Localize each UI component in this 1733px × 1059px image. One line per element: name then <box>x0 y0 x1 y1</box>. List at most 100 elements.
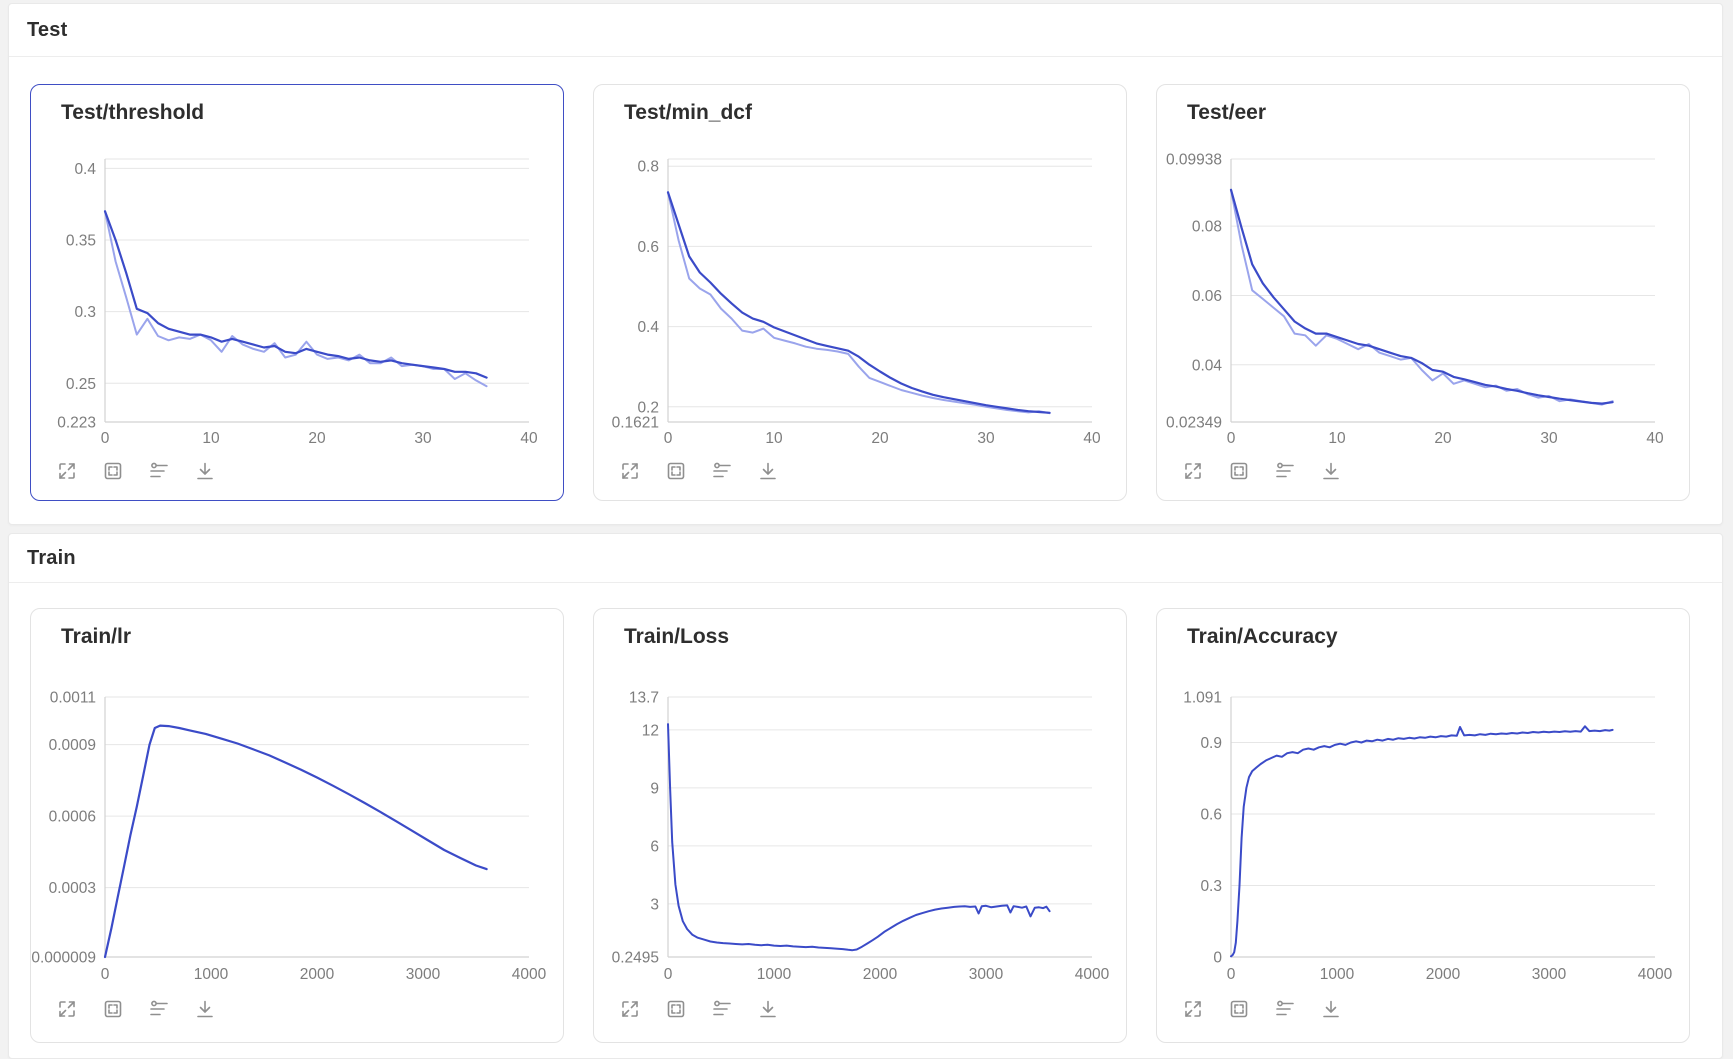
chart-canvas[interactable]: 0.4 0.35 0.3 0.25 0.223 0 10 20 30 40 <box>31 85 565 502</box>
svg-text:1000: 1000 <box>757 966 792 983</box>
download-icon[interactable] <box>1319 997 1343 1021</box>
svg-text:0.25: 0.25 <box>66 376 96 393</box>
svg-text:12: 12 <box>642 722 659 739</box>
chart-canvas[interactable]: 0.09938 0.08 0.06 0.04 0.02349 0 10 20 30 40 <box>1157 85 1691 502</box>
card-train-accuracy[interactable]: Train/Accuracy 1.091 0.9 0.6 0.3 0 0 1000 2000 3… <box>1156 608 1690 1043</box>
smoothing-icon[interactable] <box>1273 997 1297 1021</box>
chart-toolbar <box>55 459 217 483</box>
svg-text:0.35: 0.35 <box>66 232 96 249</box>
svg-text:0.06: 0.06 <box>1192 288 1222 305</box>
svg-text:0: 0 <box>1213 950 1222 967</box>
chart-canvas[interactable]: 1.091 0.9 0.6 0.3 00 1000 2000 3000 4000 <box>1157 609 1691 1044</box>
card-train-loss[interactable]: Train/Loss 13.7 12 9 6 3 0.2495 0 1000 2000 3000 4… <box>593 608 1127 1043</box>
svg-text:3000: 3000 <box>1532 966 1567 983</box>
select-all-icon[interactable] <box>101 459 125 483</box>
svg-text:20: 20 <box>871 430 889 447</box>
svg-text:0: 0 <box>1227 430 1236 447</box>
svg-text:0.9: 0.9 <box>1200 735 1222 752</box>
smoothing-icon[interactable] <box>1273 459 1297 483</box>
svg-text:40: 40 <box>1083 430 1101 447</box>
expand-icon[interactable] <box>55 459 79 483</box>
chart-title: Test/eer <box>1187 101 1266 124</box>
svg-text:4000: 4000 <box>1075 966 1110 983</box>
chart-toolbar <box>1181 997 1343 1021</box>
svg-text:2000: 2000 <box>863 966 898 983</box>
svg-text:9: 9 <box>650 780 659 797</box>
select-all-icon[interactable] <box>664 997 688 1021</box>
download-icon[interactable] <box>756 997 780 1021</box>
chart-toolbar <box>618 997 780 1021</box>
card-test-min-dcf[interactable]: Test/min_dcf 0.8 0.6 0.4 0.2 0.1621 0 10 20 30 40 <box>593 84 1127 501</box>
svg-text:0.09938: 0.09938 <box>1166 152 1222 169</box>
download-icon[interactable] <box>193 459 217 483</box>
section-title-test: Test <box>9 4 1722 57</box>
expand-icon[interactable] <box>618 459 642 483</box>
svg-text:10: 10 <box>1328 430 1346 447</box>
expand-icon[interactable] <box>618 997 642 1021</box>
card-train-lr[interactable]: Train/lr 0.0011 0.0009 0.0006 0.0003 0.00000… <box>30 608 564 1043</box>
expand-icon[interactable] <box>1181 997 1205 1021</box>
chart-canvas[interactable]: 0.0011 0.0009 0.0006 0.0003 0.000009 0 1000 200… <box>31 609 565 1044</box>
train-cards-row: Train/lr 0.0011 0.0009 0.0006 0.0003 0.00000… <box>30 608 1690 1043</box>
svg-text:4000: 4000 <box>512 966 547 983</box>
select-all-icon[interactable] <box>1227 997 1251 1021</box>
download-icon[interactable] <box>1319 459 1343 483</box>
card-test-threshold[interactable]: Test/threshold 0.4 0.35 0.3 0.25 0.223 0 10 20 3… <box>30 84 564 501</box>
smoothing-icon[interactable] <box>147 997 171 1021</box>
svg-text:0.4: 0.4 <box>637 319 659 336</box>
svg-text:0: 0 <box>101 966 110 983</box>
svg-text:1000: 1000 <box>1320 966 1355 983</box>
svg-text:0.0006: 0.0006 <box>49 809 96 826</box>
svg-text:0.04: 0.04 <box>1192 357 1223 374</box>
svg-text:40: 40 <box>520 430 538 447</box>
chart-title: Test/min_dcf <box>624 101 752 124</box>
download-icon[interactable] <box>193 997 217 1021</box>
expand-icon[interactable] <box>1181 459 1205 483</box>
svg-text:0: 0 <box>1227 966 1236 983</box>
svg-text:1000: 1000 <box>194 966 229 983</box>
svg-text:0.4: 0.4 <box>74 161 96 178</box>
svg-text:0.6: 0.6 <box>637 239 659 256</box>
svg-text:0: 0 <box>664 966 673 983</box>
smoothing-icon[interactable] <box>710 997 734 1021</box>
svg-text:2000: 2000 <box>300 966 335 983</box>
section-train: Train Train/lr 0.0011 0.0009 0.0006 0.0003 0… <box>8 533 1723 1059</box>
test-cards-row: Test/threshold 0.4 0.35 0.3 0.25 0.223 0 10 20 3… <box>30 84 1690 501</box>
svg-text:2000: 2000 <box>1426 966 1461 983</box>
svg-text:3000: 3000 <box>406 966 441 983</box>
svg-text:40: 40 <box>1646 430 1664 447</box>
smoothing-icon[interactable] <box>147 459 171 483</box>
chart-toolbar <box>618 459 780 483</box>
svg-text:0.0009: 0.0009 <box>49 737 96 754</box>
select-all-icon[interactable] <box>101 997 125 1021</box>
svg-text:0: 0 <box>664 430 673 447</box>
card-test-eer[interactable]: Test/eer 0.09938 0.08 0.06 0.04 0.02349 0 10 20… <box>1156 84 1690 501</box>
section-test: Test Test/threshold 0.4 0.35 0.3 0.25 0.223 0… <box>8 3 1723 525</box>
chart-toolbar <box>55 997 217 1021</box>
select-all-icon[interactable] <box>1227 459 1251 483</box>
svg-text:0.1621: 0.1621 <box>612 415 659 432</box>
svg-text:0.6: 0.6 <box>1200 807 1222 824</box>
chart-canvas[interactable]: 13.7 12 9 6 3 0.2495 0 1000 2000 3000 4000 <box>594 609 1128 1044</box>
svg-text:0.3: 0.3 <box>74 304 96 321</box>
svg-text:0.2495: 0.2495 <box>612 950 659 967</box>
svg-text:0.0011: 0.0011 <box>50 690 96 707</box>
svg-text:0.02349: 0.02349 <box>1166 415 1222 432</box>
chart-toolbar <box>1181 459 1343 483</box>
smoothing-icon[interactable] <box>710 459 734 483</box>
chart-title: Train/Accuracy <box>1187 625 1338 648</box>
svg-text:3: 3 <box>650 896 659 913</box>
download-icon[interactable] <box>756 459 780 483</box>
svg-text:13.7: 13.7 <box>629 690 659 707</box>
chart-canvas[interactable]: 0.8 0.6 0.4 0.20.1621 0 10 20 30 40 <box>594 85 1128 502</box>
expand-icon[interactable] <box>55 997 79 1021</box>
svg-text:0.223: 0.223 <box>57 415 96 432</box>
svg-text:30: 30 <box>414 430 432 447</box>
select-all-icon[interactable] <box>664 459 688 483</box>
svg-text:0.000009: 0.000009 <box>31 950 96 967</box>
chart-title: Train/lr <box>61 625 132 648</box>
svg-text:0.08: 0.08 <box>1192 219 1222 236</box>
svg-text:10: 10 <box>202 430 220 447</box>
svg-text:0.3: 0.3 <box>1200 878 1222 895</box>
svg-text:6: 6 <box>650 838 659 855</box>
